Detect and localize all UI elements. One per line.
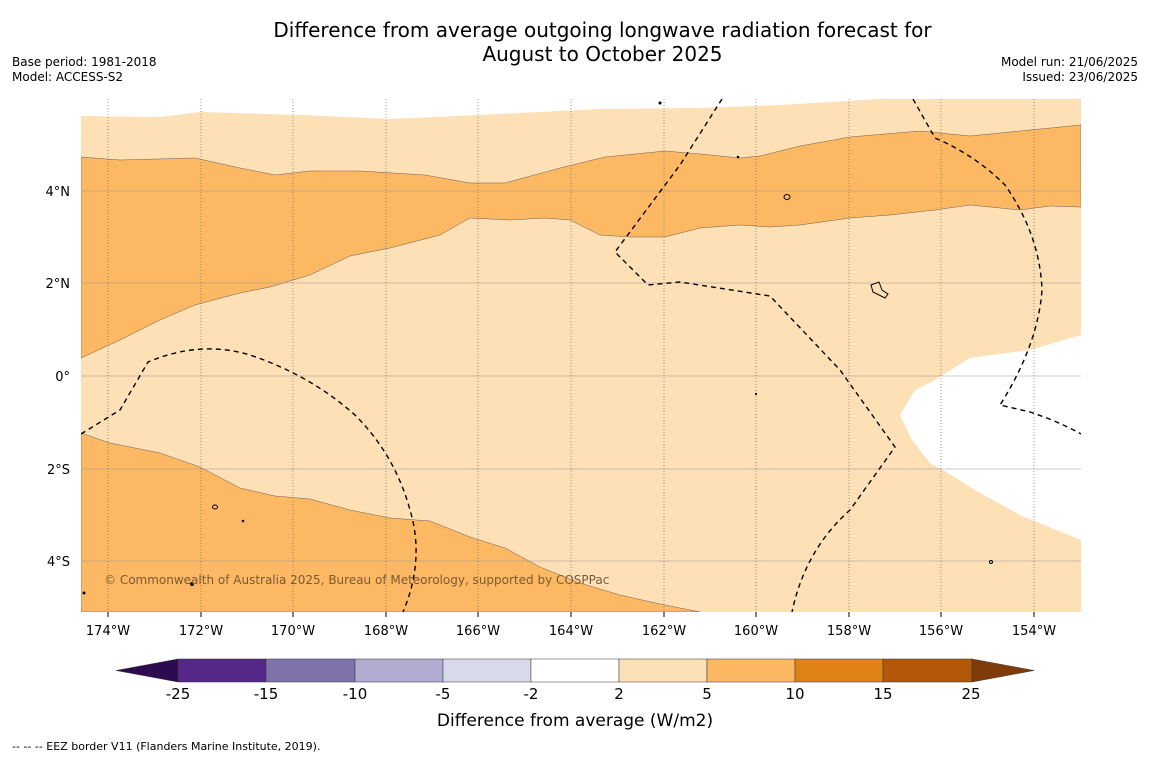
eez-footnote: -- -- -- EEZ border V11 (Flanders Marine… — [12, 740, 321, 753]
lon-label: 154°W — [1012, 624, 1056, 639]
colorbar-tick: -25 — [166, 685, 191, 703]
colorbar-swatch — [618, 658, 708, 683]
model-name: Model: ACCESS-S2 — [12, 70, 124, 84]
colorbar-tick: 10 — [785, 685, 804, 703]
lat-label: 2°N — [46, 277, 71, 292]
map-title: Difference from average outgoing longwav… — [230, 18, 975, 66]
title-line-2: August to October 2025 — [482, 42, 723, 66]
lat-label: 0° — [55, 370, 70, 385]
lon-label: 158°W — [827, 624, 871, 639]
colorbar-swatch — [177, 658, 267, 683]
colorbar-swatch — [706, 658, 796, 683]
meta-right: Model run: 21/06/2025 Issued: 23/06/2025 — [1001, 55, 1138, 85]
title-line-1: Difference from average outgoing longwav… — [273, 18, 932, 42]
eez-border-east — [912, 99, 1081, 435]
colorbar-extend-low — [115, 658, 179, 683]
lon-label: 162°W — [642, 624, 686, 639]
lon-label: 166°W — [456, 624, 500, 639]
neutral-patch — [900, 335, 1081, 540]
colorbar-tick: 25 — [961, 685, 980, 703]
meta-left: Base period: 1981-2018 Model: ACCESS-S2 — [12, 55, 157, 85]
colorbar-ticks: -25 -15 -10 -5 -2 2 5 10 15 25 — [166, 685, 981, 703]
issued-date: Issued: 23/06/2025 — [1022, 70, 1138, 84]
lon-label: 172°W — [179, 624, 223, 639]
islands — [82, 101, 993, 595]
colorbar-extend-high — [971, 658, 1035, 683]
colorbar-swatch — [882, 658, 973, 683]
colorbar-tick: -5 — [436, 685, 451, 703]
colorbar — [115, 658, 1035, 683]
map-area — [81, 99, 1081, 612]
colorbar-tick: -10 — [343, 685, 368, 703]
colorbar-swatch — [354, 658, 444, 683]
lon-label: 160°W — [734, 624, 778, 639]
colorbar-tick: -15 — [254, 685, 279, 703]
lat-gridlines — [81, 190, 1081, 562]
model-run: Model run: 21/06/2025 — [1000, 55, 1138, 69]
anomaly-band-5-10-south — [81, 432, 701, 612]
lon-label: 156°W — [919, 624, 963, 639]
colorbar-swatch — [530, 658, 620, 683]
colorbar-swatch — [265, 658, 356, 683]
eez-borders — [81, 99, 1081, 612]
colorbar-tick: 15 — [873, 685, 892, 703]
base-period: Base period: 1981-2018 — [12, 55, 157, 69]
colorbar-swatch — [442, 658, 532, 683]
lat-label: 4°N — [46, 185, 71, 200]
frame-ticks — [107, 612, 1035, 617]
colorbar-swatch — [794, 658, 884, 683]
colorbar-tick: 2 — [614, 685, 624, 703]
lon-label: 164°W — [549, 624, 593, 639]
lon-label: 168°W — [364, 624, 408, 639]
lat-label: 4°S — [47, 555, 70, 570]
lon-labels: 174°W 172°W 170°W 168°W 166°W 164°W 162°… — [86, 624, 1056, 639]
lat-labels: 4°N 2°N 0° 2°S 4°S — [46, 185, 71, 570]
lon-label: 170°W — [271, 624, 315, 639]
lon-label: 174°W — [86, 624, 130, 639]
eez-border-central — [614, 99, 896, 612]
colorbar-tick: 5 — [702, 685, 712, 703]
copyright-notice: © Commonwealth of Australia 2025, Bureau… — [104, 573, 609, 587]
anomaly-band-5-10-north — [81, 124, 1081, 359]
colorbar-tick: -2 — [524, 685, 539, 703]
colorbar-title: Difference from average (W/m2) — [437, 711, 713, 731]
lat-label: 2°S — [47, 463, 70, 478]
